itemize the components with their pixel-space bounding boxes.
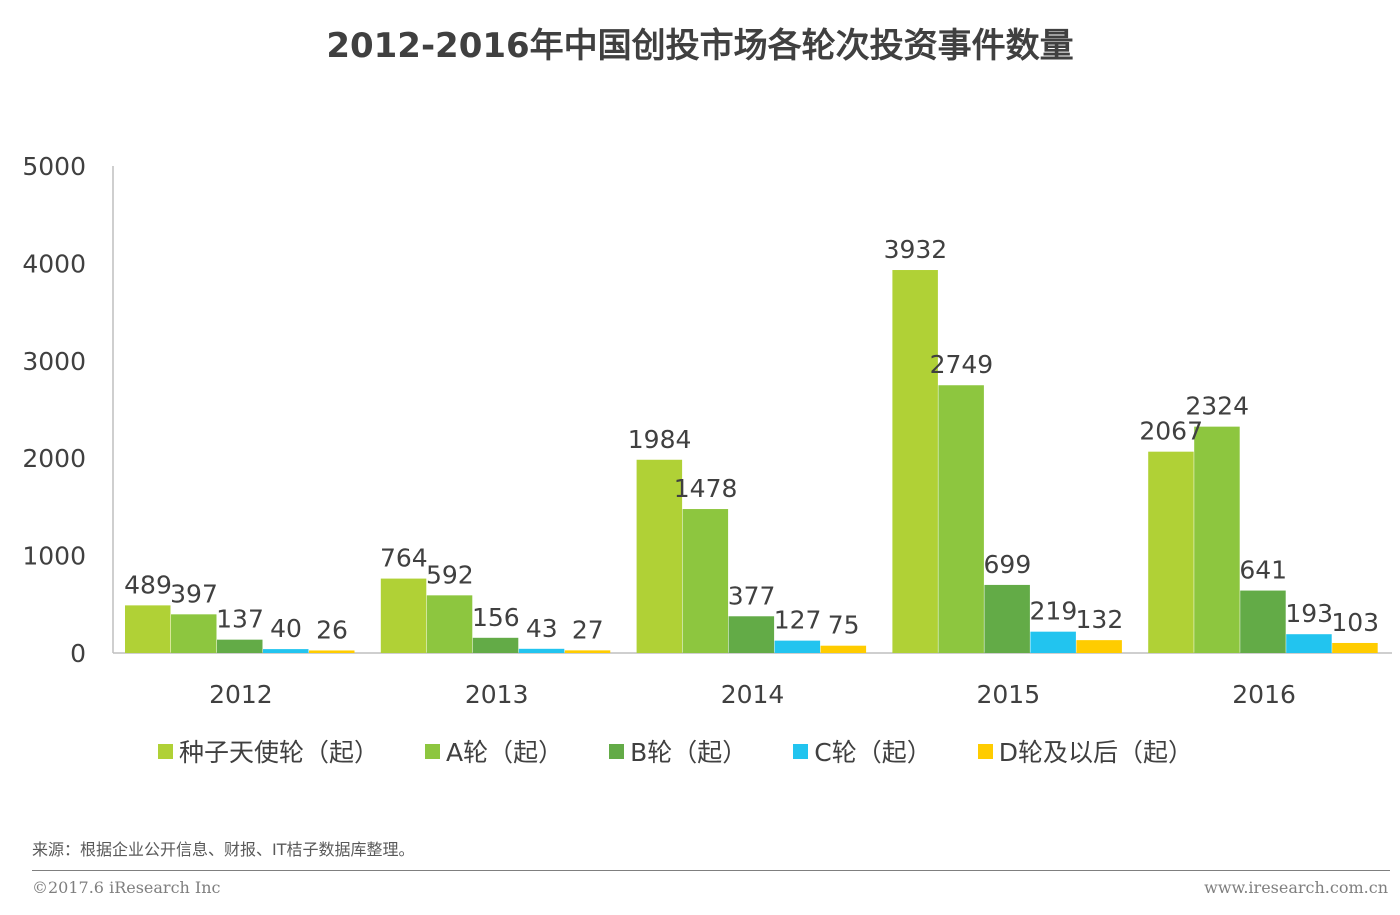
legend-item: B轮（起） xyxy=(609,733,747,769)
bar-2016-series-1 xyxy=(1194,426,1240,653)
legend-swatch xyxy=(158,743,173,759)
bar-marks xyxy=(125,270,1378,653)
y-tick-labels: 0 1000 2000 3000 4000 5000 xyxy=(22,152,86,668)
chart-title: 2012-2016年中国创投市场各轮次投资事件数量 xyxy=(326,26,1074,66)
source-note: 来源：根据企业公开信息、财报、IT桔子数据库整理。 xyxy=(32,840,415,859)
copyright-text: ©2017.6 iResearch Inc xyxy=(32,878,221,897)
data-label: 156 xyxy=(472,603,520,632)
legend: 种子天使轮（起） A轮（起） B轮（起） C轮（起） D轮及以后（起） xyxy=(158,733,1239,769)
x-category-label: 2015 xyxy=(976,680,1040,709)
y-tick-label: 0 xyxy=(70,639,86,668)
bar-2016-series-4 xyxy=(1332,642,1378,653)
legend-swatch xyxy=(977,743,993,759)
data-label: 103 xyxy=(1331,608,1379,637)
x-category-labels: 2012 2013 2014 2015 2016 xyxy=(209,680,1296,709)
data-label: 764 xyxy=(380,544,428,573)
data-label: 137 xyxy=(216,605,264,634)
data-label: 699 xyxy=(984,550,1032,579)
legend-label: 种子天使轮（起） xyxy=(179,738,380,767)
data-label: 592 xyxy=(426,560,474,589)
legend-label: D轮及以后（起） xyxy=(998,738,1194,767)
bar-2014-series-4 xyxy=(820,645,867,653)
data-label: 43 xyxy=(526,614,558,643)
bar-2014-series-0 xyxy=(636,459,683,653)
bar-2013-series-2 xyxy=(472,637,519,653)
data-label: 377 xyxy=(728,581,776,610)
legend-item: A轮（起） xyxy=(425,733,563,769)
data-label: 641 xyxy=(1239,556,1287,585)
data-label: 26 xyxy=(316,615,348,644)
y-tick-label: 4000 xyxy=(22,249,86,278)
data-label: 127 xyxy=(774,606,822,635)
data-label: 75 xyxy=(828,611,860,640)
data-label: 1478 xyxy=(674,474,738,503)
legend-swatch xyxy=(425,743,441,759)
website-link[interactable]: www.iresearch.com.cn xyxy=(1204,878,1388,897)
legend-label: C轮（起） xyxy=(814,738,932,767)
data-label: 2749 xyxy=(930,350,994,379)
bar-2012-series-3 xyxy=(263,649,309,653)
x-category-label: 2013 xyxy=(465,680,529,709)
data-label: 3932 xyxy=(884,235,948,264)
bar-2014-series-3 xyxy=(774,640,821,653)
data-label: 27 xyxy=(572,615,604,644)
bar-2012-series-0 xyxy=(125,605,171,653)
bar-2013-series-0 xyxy=(380,578,427,653)
legend-label: B轮（起） xyxy=(630,738,748,767)
bar-2012-series-4 xyxy=(309,650,355,653)
legend-label: A轮（起） xyxy=(446,738,564,767)
bar-2012-series-2 xyxy=(217,639,263,653)
bar-2015-series-3 xyxy=(1030,631,1076,653)
bar-2014-series-1 xyxy=(682,509,729,653)
data-label: 132 xyxy=(1076,605,1124,634)
legend-swatch xyxy=(609,743,625,759)
bar-2016-series-2 xyxy=(1240,590,1286,653)
data-label: 193 xyxy=(1285,599,1333,628)
data-label: 489 xyxy=(124,570,172,599)
y-tick-label: 5000 xyxy=(22,152,86,181)
bar-2015-series-1 xyxy=(938,385,984,653)
data-label: 40 xyxy=(270,614,302,643)
y-tick-label: 1000 xyxy=(22,542,86,571)
y-tick-label: 3000 xyxy=(22,347,86,376)
legend-item: D轮及以后（起） xyxy=(977,733,1194,769)
bar-2016-series-3 xyxy=(1286,634,1332,653)
bar-2013-series-4 xyxy=(564,650,611,653)
bar-2016-series-0 xyxy=(1148,451,1194,653)
bar-2015-series-4 xyxy=(1076,640,1122,653)
data-label: 1984 xyxy=(628,425,692,454)
bar-2014-series-2 xyxy=(728,616,775,653)
footer-divider xyxy=(32,870,1390,871)
data-label: 2324 xyxy=(1185,392,1249,421)
legend-item: 种子天使轮（起） xyxy=(158,733,379,769)
data-label: 219 xyxy=(1030,597,1078,626)
x-category-label: 2014 xyxy=(721,680,785,709)
bar-2013-series-1 xyxy=(426,595,473,653)
data-label: 2067 xyxy=(1139,417,1203,446)
legend-item: C轮（起） xyxy=(793,733,932,769)
x-category-label: 2016 xyxy=(1232,680,1296,709)
bar-2013-series-3 xyxy=(518,648,565,653)
bar-2015-series-2 xyxy=(984,584,1030,653)
data-label: 397 xyxy=(170,579,218,608)
y-tick-label: 2000 xyxy=(22,444,86,473)
bar-2015-series-0 xyxy=(892,270,938,653)
bar-2012-series-1 xyxy=(171,614,217,653)
x-category-label: 2012 xyxy=(209,680,273,709)
legend-swatch xyxy=(793,743,809,759)
